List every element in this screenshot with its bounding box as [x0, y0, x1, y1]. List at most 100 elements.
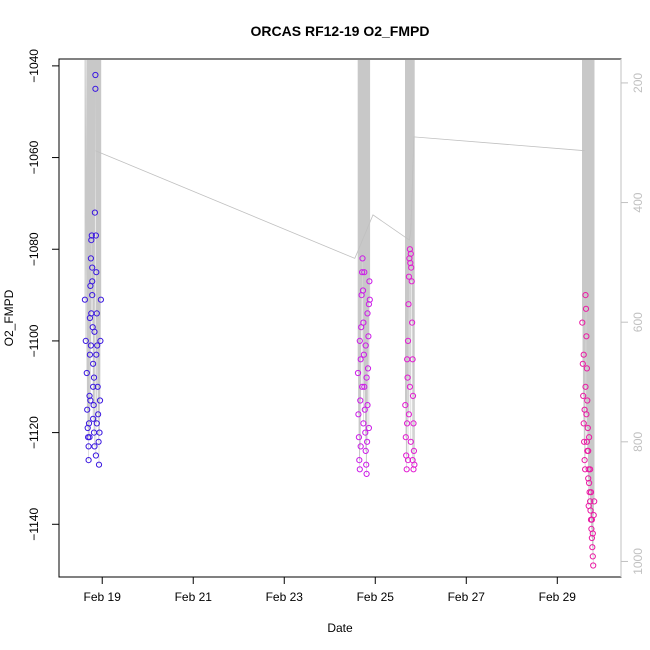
- data-point-flight-2-15: [361, 383, 368, 390]
- data-point-flight-2-7: [357, 356, 364, 363]
- data-point-flight-3-25: [407, 438, 414, 445]
- data-point-flight-2-23: [364, 365, 372, 372]
- data-point-flight-4-13: [584, 424, 591, 432]
- data-point-flight-4-3: [580, 392, 587, 399]
- data-point-flight-1-28: [92, 232, 100, 239]
- data-point-flight-1-17: [89, 264, 96, 271]
- data-point-flight-2-10: [359, 269, 366, 276]
- data-point-flight-1-50: [93, 351, 100, 358]
- plot-frame: [58, 58, 622, 578]
- data-point-flight-2-21: [364, 438, 371, 445]
- data-point-flight-1-34: [95, 438, 102, 445]
- data-point-flight-2-17: [362, 429, 369, 436]
- x-tick-label-5: Feb 27: [448, 590, 486, 604]
- data-point-flight-1-16: [88, 232, 95, 239]
- data-point-flight-2-11: [359, 255, 366, 262]
- data-point-flight-2-36: [363, 374, 370, 381]
- data-point-flight-1-7: [85, 443, 92, 450]
- data-point-flight-1-49: [90, 415, 97, 422]
- y-tick-label-2: −1060: [27, 140, 41, 174]
- data-point-flight-1-38: [97, 337, 104, 344]
- data-point-flight-2-19: [363, 461, 370, 468]
- data-point-flight-4-25: [590, 562, 597, 569]
- data-point-flight-1-31: [94, 342, 101, 349]
- data-point-flight-4-12: [584, 397, 591, 404]
- data-point-flight-1-22: [90, 402, 97, 409]
- data-point-flight-3-20: [410, 447, 417, 454]
- data-point-flight-1-41: [88, 310, 95, 317]
- data-point-flight-4-28: [582, 383, 589, 390]
- data-point-flight-2-26: [366, 278, 373, 285]
- data-point-flight-2-32: [362, 342, 369, 349]
- data-point-flight-1-21: [90, 383, 97, 390]
- data-point-flight-1-33: [95, 411, 102, 418]
- data-point-flight-4-27: [591, 498, 598, 505]
- data-point-flight-2-4: [356, 457, 363, 464]
- data-point-flight-3-1: [402, 402, 409, 409]
- data-point-flight-3-5: [404, 420, 411, 427]
- data-point-flight-2-12: [359, 287, 367, 294]
- x-axis-label: Date: [327, 621, 353, 635]
- data-point-flight-2-6: [357, 397, 364, 404]
- data-point-flight-3-9: [405, 273, 412, 280]
- y-tick-label-3: −1080: [27, 232, 41, 266]
- data-point-flight-3-16: [409, 319, 416, 326]
- data-point-flight-1-18: [89, 292, 96, 299]
- data-point-flight-1-15: [88, 237, 95, 244]
- data-point-flight-1-48: [86, 434, 93, 441]
- data-point-flight-1-26: [92, 71, 99, 79]
- data-point-flight-4-22: [588, 534, 596, 542]
- data-point-flight-1-32: [94, 383, 101, 390]
- data-point-flight-4-30: [584, 447, 591, 454]
- data-point-flight-1-4: [84, 406, 91, 413]
- data-point-flight-2-18: [362, 447, 369, 454]
- data-point-flight-3-6: [404, 374, 411, 381]
- x-tick-label-1: Feb 19: [84, 590, 122, 604]
- gray-trace-layer: [84, 59, 595, 566]
- data-point-flight-4-40: [585, 502, 592, 509]
- data-point-flight-2-33: [364, 310, 371, 317]
- data-point-flight-4-33: [587, 466, 594, 473]
- data-point-flight-3-28: [410, 466, 417, 473]
- data-point-flight-3-27: [406, 383, 413, 390]
- chart-title: ORCAS RF12-19 O2_FMPD: [251, 23, 430, 39]
- data-point-flight-3-13: [407, 250, 414, 257]
- data-point-flight-4-23: [589, 544, 596, 551]
- y-tick-label-4: −1100: [27, 324, 41, 357]
- data-point-flight-1-25: [91, 209, 99, 216]
- data-points-layer: [81, 71, 598, 569]
- data-point-flight-2-14: [360, 351, 367, 358]
- data-point-flight-2-35: [365, 424, 372, 432]
- data-point-flight-1-3: [83, 369, 90, 377]
- gray-trace-flight-3: [405, 59, 415, 470]
- data-point-flight-2-20: [363, 470, 370, 477]
- data-point-flight-2-2: [355, 411, 362, 418]
- data-point-flight-4-31: [585, 475, 592, 482]
- data-point-flight-3-15: [408, 278, 415, 285]
- data-point-flight-1-35: [95, 461, 103, 468]
- right-tick-label-4: 800: [631, 431, 645, 451]
- gray-trace-flight-1: [84, 59, 102, 465]
- y-tick-label-1: −1040: [27, 49, 41, 83]
- data-point-flight-4-4: [580, 420, 587, 427]
- data-point-flight-2-24: [365, 333, 372, 340]
- data-point-flight-2-22: [364, 402, 371, 409]
- data-point-flight-3-26: [409, 457, 416, 464]
- data-point-flight-4-38: [581, 406, 588, 413]
- data-point-flight-2-34: [356, 337, 363, 344]
- data-point-flight-2-27: [366, 296, 373, 303]
- data-point-flight-2-28: [361, 269, 368, 276]
- data-point-flight-1-14: [87, 255, 95, 262]
- right-tick-label-1: 200: [631, 73, 645, 93]
- data-point-flight-1-36: [96, 429, 103, 436]
- data-point-flight-1-42: [87, 342, 95, 349]
- data-point-flight-4-8: [582, 292, 589, 299]
- data-point-flight-1-40: [89, 278, 96, 285]
- data-point-flight-4-24: [589, 553, 596, 560]
- data-point-flight-4-34: [587, 489, 595, 496]
- data-point-flight-4-2: [579, 360, 586, 367]
- data-point-flight-4-11: [583, 365, 591, 372]
- y-tick-label-6: −1140: [27, 508, 41, 541]
- data-point-flight-1-46: [90, 374, 98, 381]
- data-point-flight-1-39: [97, 296, 105, 303]
